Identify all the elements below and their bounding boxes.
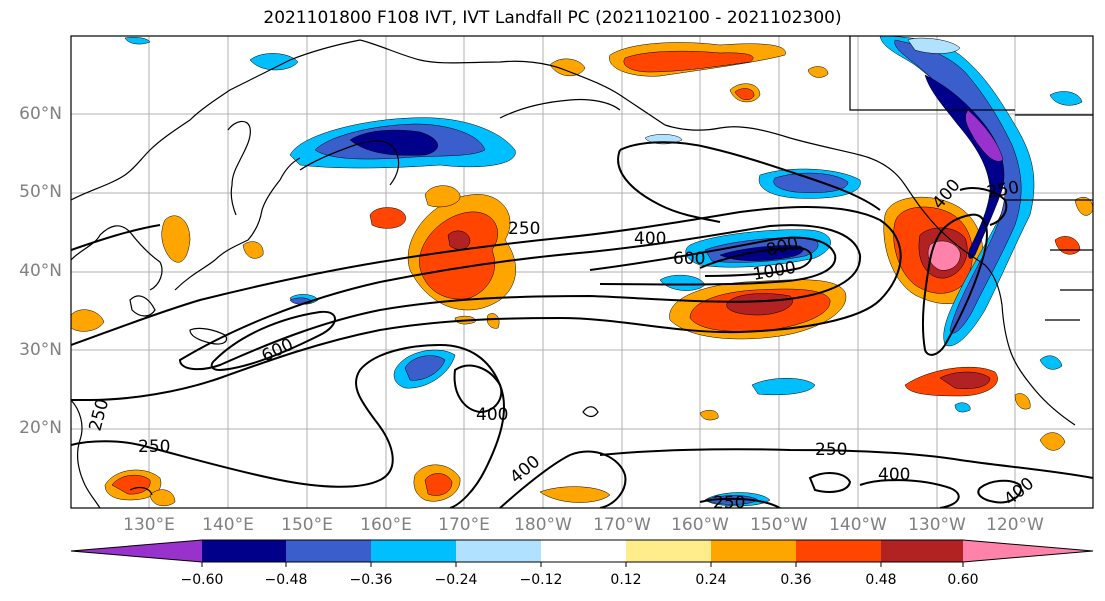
colorbar-tick-label: 0.24	[695, 572, 727, 588]
map-gridlines	[71, 36, 1093, 508]
colorbar-swatch	[963, 540, 1093, 562]
lat-label: 40°N	[19, 261, 62, 281]
lon-label: 150°E	[281, 515, 333, 535]
colorbar-tick-label: −0.36	[349, 572, 393, 588]
colorbar-tick-label: 0.36	[780, 572, 812, 588]
colorbar-swatch	[626, 540, 712, 562]
contour-label: 400	[634, 229, 666, 249]
lon-label: 130°E	[123, 515, 175, 535]
lon-label: 140°W	[829, 515, 887, 535]
colorbar-swatch	[202, 540, 287, 562]
contour-label: 250	[86, 397, 114, 434]
contour-label: 600	[673, 249, 705, 269]
contour-label: 400	[506, 452, 544, 488]
colorbar-swatch	[456, 540, 542, 562]
colorbar-swatch	[796, 540, 882, 562]
lat-label: 30°N	[19, 340, 62, 360]
lon-label: 180°W	[514, 515, 572, 535]
positive-pc-shading	[71, 42, 1093, 507]
colorbar-swatch	[371, 540, 457, 562]
lon-label: 170°W	[593, 515, 651, 535]
colorbar-swatch	[881, 540, 964, 562]
contour-label: 250	[508, 219, 540, 239]
lat-label: 20°N	[19, 418, 62, 438]
colorbar-tick-label: 0.48	[865, 572, 897, 588]
lon-label: 160°W	[671, 515, 729, 535]
negative-pc-shading	[124, 36, 1083, 507]
lon-label: 160°E	[360, 515, 412, 535]
colorbar-tick-label: 0.60	[947, 572, 979, 588]
colorbar-tick-label: −0.24	[434, 572, 478, 588]
lon-label: 120°W	[986, 515, 1044, 535]
lat-label: 60°N	[19, 104, 62, 124]
contour-label: 400	[878, 465, 910, 485]
colorbar-tick-label: 0.12	[610, 572, 642, 588]
colorbar-tick-label: −0.60	[180, 572, 224, 588]
contour-label: 250	[138, 437, 170, 457]
coastlines	[71, 36, 1093, 508]
colorbar-swatch	[541, 540, 627, 562]
colorbar	[70, 539, 1094, 567]
lon-label: 170°E	[438, 515, 490, 535]
colorbar-swatch	[711, 540, 797, 562]
map-frame	[70, 35, 1094, 509]
lon-label: 150°W	[750, 515, 808, 535]
colorbar-tick-label: −0.48	[264, 572, 308, 588]
ivt-contours	[71, 141, 1093, 508]
colorbar-swatch	[286, 540, 372, 562]
contour-label: 250	[713, 493, 745, 513]
lat-label: 50°N	[19, 182, 62, 202]
contour-label: 250	[815, 440, 847, 460]
colorbar-tick-label: −0.12	[519, 572, 563, 588]
lon-label: 140°E	[202, 515, 254, 535]
contour-label: 600	[259, 335, 297, 367]
contour-label: 400	[476, 405, 508, 425]
colorbar-swatch	[71, 540, 202, 562]
lon-label: 130°W	[908, 515, 966, 535]
map-title: 2021101800 F108 IVT, IVT Landfall PC (20…	[263, 8, 842, 28]
contour-label: 400	[1000, 474, 1038, 510]
